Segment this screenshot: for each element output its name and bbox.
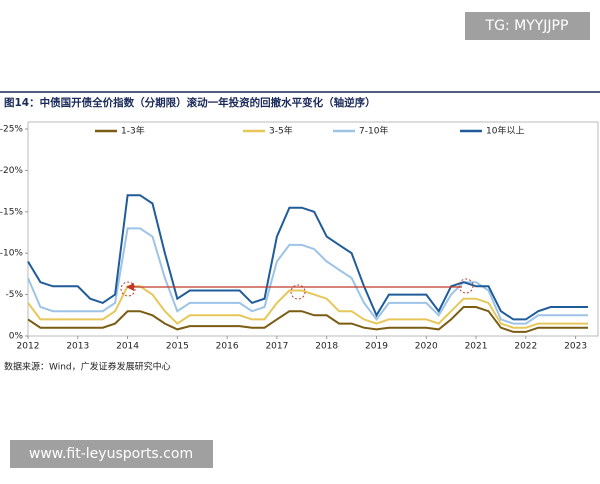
y-tick-label: -5% [5,290,23,300]
legend-label: 1-3年 [121,125,145,137]
x-tick-label: 2017 [265,342,288,352]
y-tick-label: -20% [0,166,23,176]
annotation [120,278,474,300]
legend-label: 10年以上 [486,125,524,137]
highlight-circle [290,284,306,300]
y-tick-label: -10% [0,249,23,259]
source: 数据来源：Wind，广发证券发展研究中心 [4,361,171,373]
x-tick-label: 2013 [66,342,89,352]
y-tick-label: -25% [0,125,23,135]
series-line [27,227,588,325]
x-tick-label: 2021 [465,342,488,352]
x-tick-label: 2016 [216,342,239,352]
watermark-bottom: www.fit-leyusports.com [29,446,193,462]
x-tick-label: 2012 [17,342,40,352]
x-tick-label: 2014 [116,342,139,352]
y-tick-label: -15% [0,207,23,217]
series-line [27,306,588,333]
arrow-head [126,283,134,291]
x-tick-label: 2018 [315,342,338,352]
chart-title: 图14：中债国开债全价指数（分期限）滚动一年投资的回撤水平变化（轴逆序） [4,96,376,109]
watermark-top: TG: MYYJJPP [485,18,569,34]
watermark-box [10,440,213,468]
x-tick-label: 2023 [564,342,587,352]
x-tick-label: 2020 [415,342,438,352]
series-line [27,285,588,329]
x-tick-label: 2019 [365,342,388,352]
legend-label: 3-5年 [269,125,293,137]
x-tick-label: 2015 [166,342,189,352]
highlight-circle [458,278,474,294]
plot-frame [27,121,599,337]
y-tick-label: 0% [9,332,24,342]
series-line [27,194,588,321]
x-tick-label: 2022 [514,342,537,352]
watermark-box [465,12,590,40]
legend-label: 7-10年 [359,125,388,137]
highlight-circle [120,281,136,297]
